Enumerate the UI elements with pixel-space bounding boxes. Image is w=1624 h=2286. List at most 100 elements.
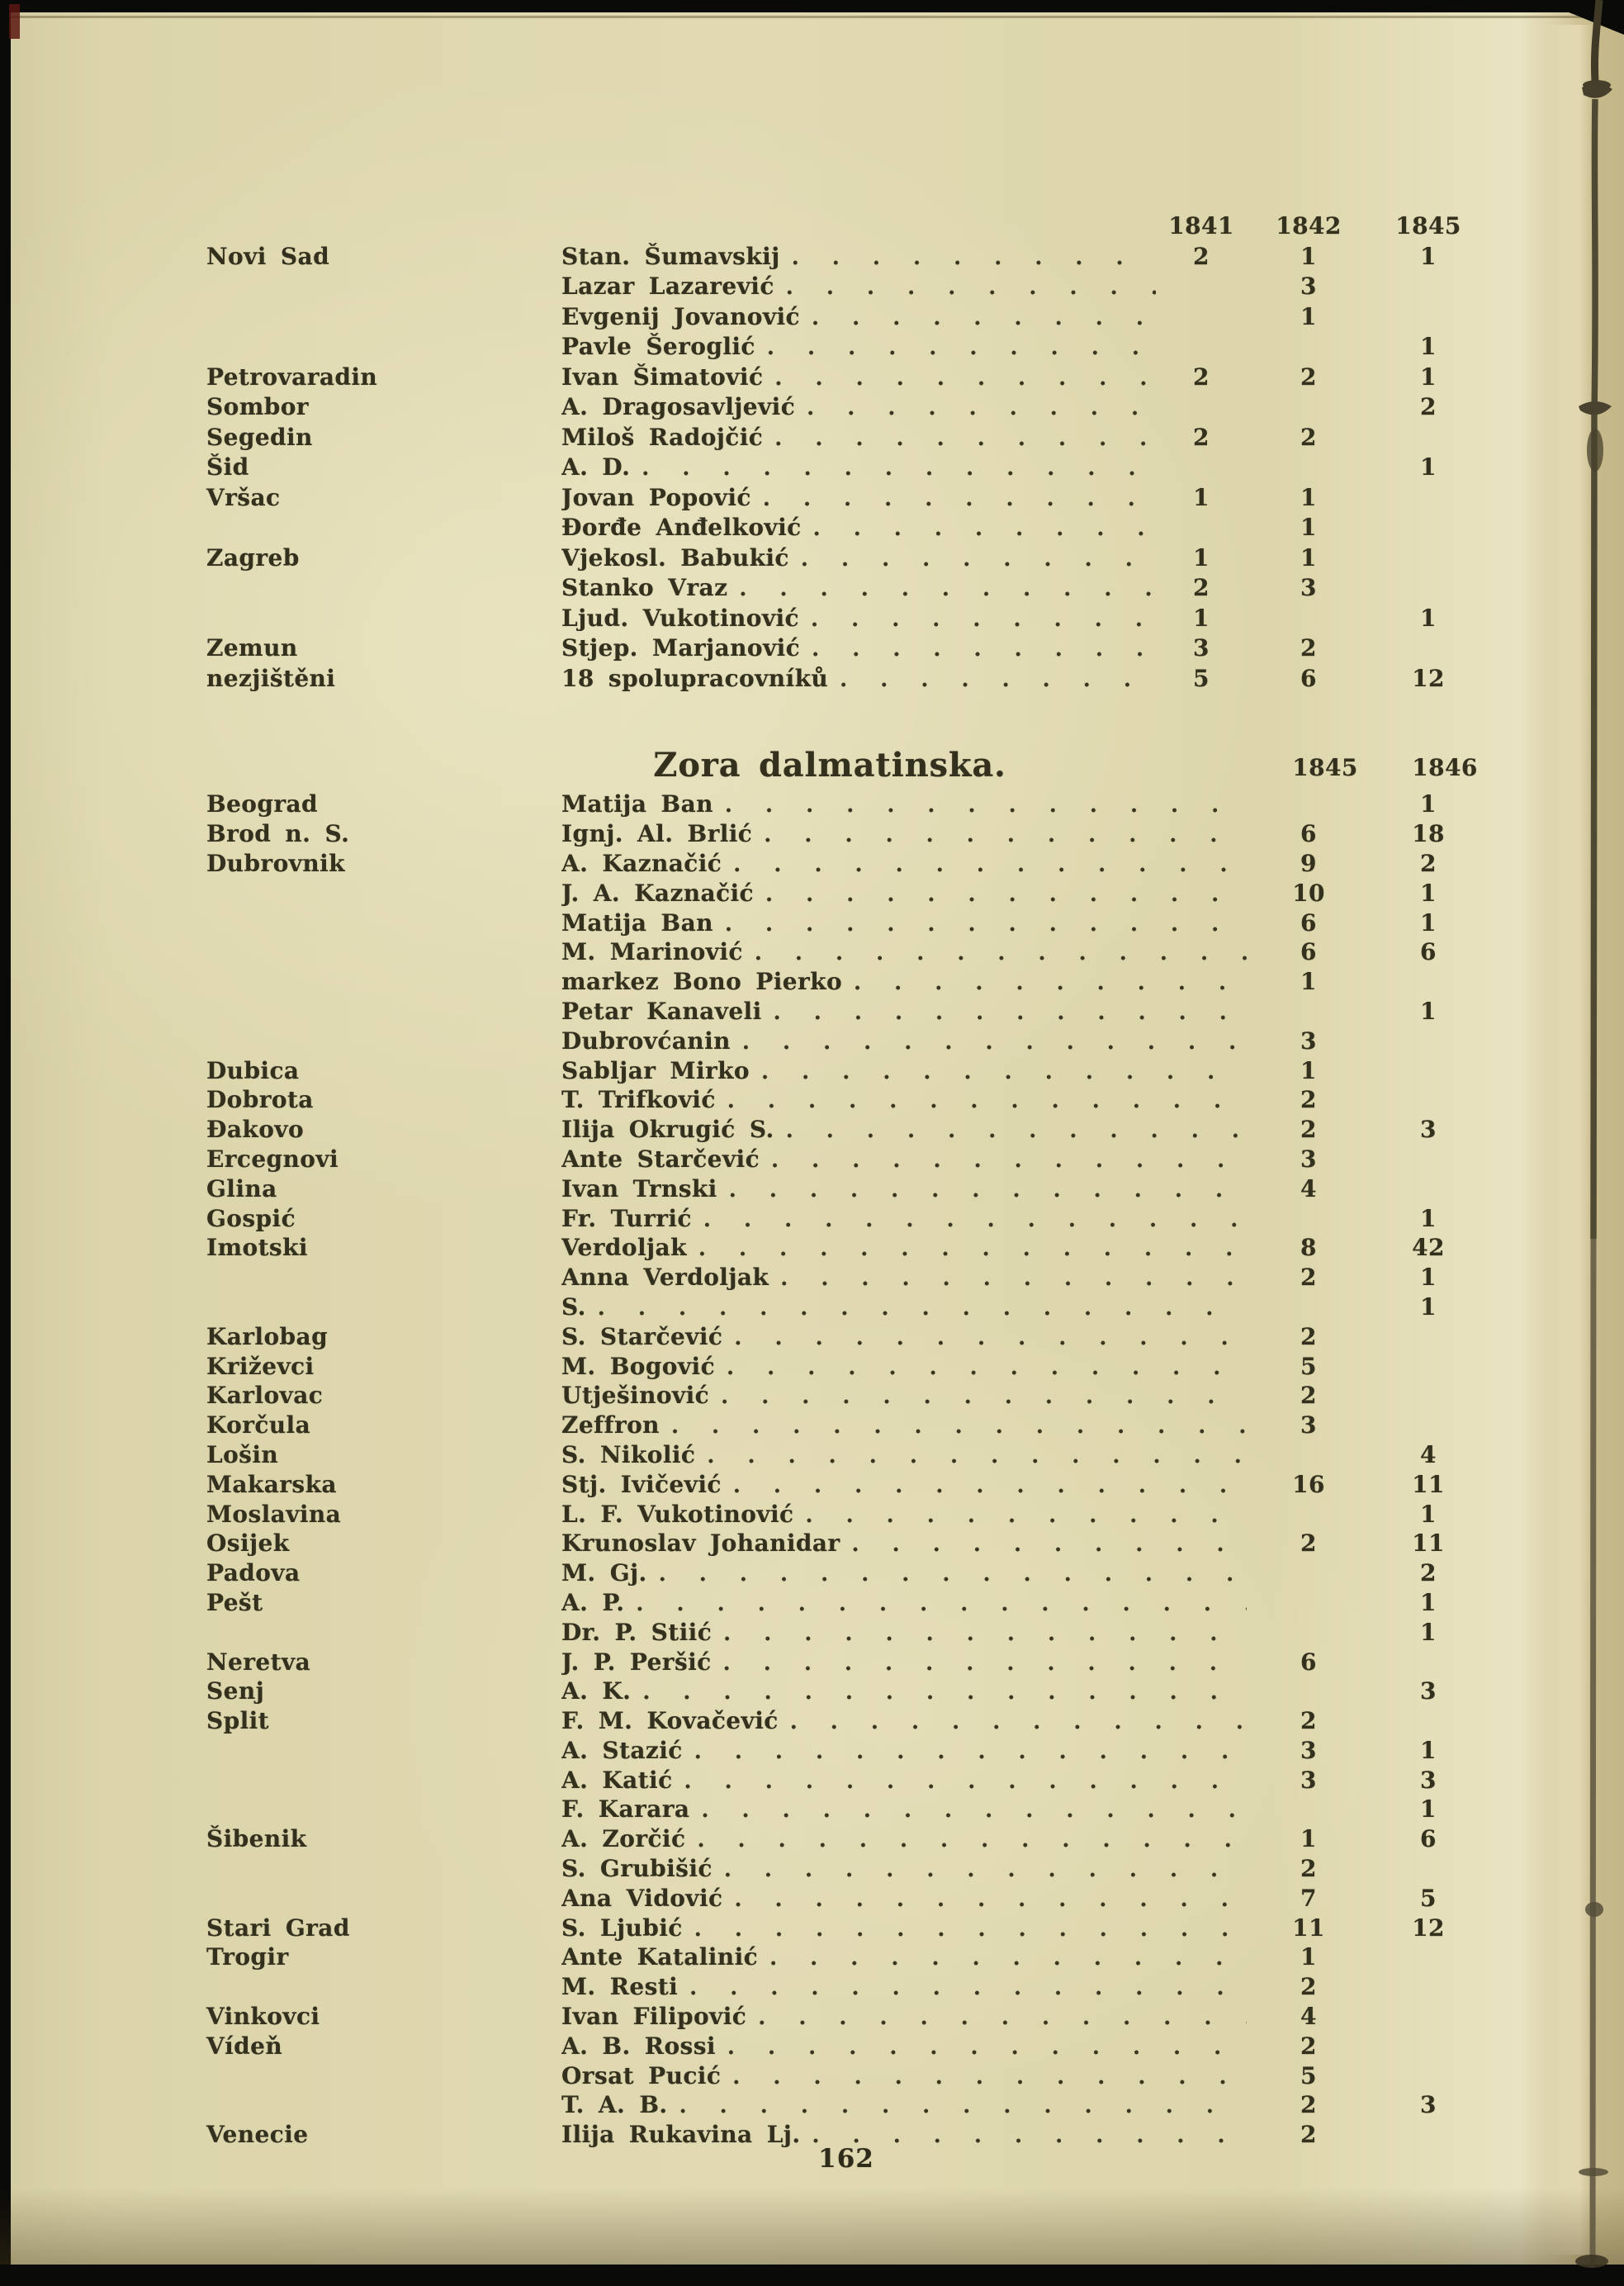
dot-leader	[673, 1769, 1247, 1794]
value-col-2: 3	[1420, 2091, 1437, 2119]
table-row: A. Katić 3 3	[206, 1765, 1486, 1795]
value-col-2: 1	[1420, 908, 1437, 937]
dot-leader	[758, 1946, 1247, 1971]
contributor-name: Verdoljak	[561, 1234, 687, 1262]
city-cell: Moslavina	[206, 1500, 342, 1528]
city-cell: Gospić	[206, 1204, 296, 1232]
value-col-1: 2	[1193, 242, 1210, 270]
city-cell: Šid	[206, 453, 249, 481]
dot-leader	[678, 1975, 1247, 2000]
value-col-2: 1	[1420, 879, 1437, 907]
name-cell: Zeffron	[561, 1411, 1247, 1439]
contributor-name: M. Resti	[561, 1973, 679, 2001]
name-cell: Dr. P. Stiić	[561, 1619, 1247, 1646]
table-row: M. Marinović 6 6	[206, 937, 1486, 967]
dot-leader	[755, 335, 1156, 360]
value-col-1: 3	[1193, 634, 1210, 662]
value-col-1: 2	[1300, 1973, 1317, 2001]
contributor-name: F. Karara	[561, 1795, 690, 1824]
table-row: Đakovo Ilija Okrugić S. 2 3	[206, 1115, 1486, 1145]
contributor-name: Ilija Okrugić S.	[561, 1116, 774, 1144]
contributor-name: J. A. Kaznačić	[561, 879, 755, 907]
value-col-2: 1	[1420, 1736, 1437, 1764]
contributor-name: M. Marinović	[561, 938, 743, 966]
table-row: Ercegnovi Ante Starčević 3	[206, 1145, 1486, 1174]
corner-red-mark	[9, 4, 20, 39]
value-col-2: 6	[1300, 664, 1317, 692]
value-col-1: 4	[1300, 2003, 1317, 2031]
contributor-name: Ivan Šimatović	[561, 363, 764, 391]
value-col-2: 1	[1420, 1588, 1437, 1616]
contributor-name: Ivan Trnski	[561, 1174, 717, 1202]
table-row: Karlovac Utješinović 2	[206, 1381, 1486, 1411]
table-row: markez Bono Pierko 1	[206, 967, 1486, 997]
page-bottom-shadow	[0, 2188, 1624, 2266]
city-cell: Split	[206, 1707, 270, 1735]
name-cell: M. Bogović	[561, 1353, 1247, 1380]
dot-leader	[743, 941, 1247, 965]
table-1-rows: Novi Sad Stan. Šumavskij 2 1 1 Lazar Laz…	[206, 241, 1486, 694]
name-cell: Đorđe Anđelković	[561, 514, 1156, 541]
city-cell: Zemun	[206, 634, 298, 662]
dot-leader	[793, 1503, 1247, 1528]
dot-leader	[840, 1532, 1247, 1557]
contributor-name: S. Grubišić	[561, 1855, 713, 1883]
name-cell: Orsat Pucić	[561, 2062, 1247, 2089]
name-cell: Stanko Vraz	[561, 574, 1156, 601]
contributor-name: Zeffron	[561, 1411, 660, 1439]
value-col-2: 3	[1300, 273, 1317, 301]
contributor-name: Ante Katalinić	[561, 1943, 759, 1971]
value-col-2: 2	[1300, 363, 1317, 391]
contributor-name: A. B. Rossi	[561, 2032, 716, 2060]
contributor-name: J. P. Peršić	[561, 1648, 712, 1676]
city-cell: Ercegnovi	[206, 1145, 339, 1173]
value-col-1: 2	[1300, 1382, 1317, 1410]
table-row: Matija Ban 6 1	[206, 908, 1486, 937]
city-cell: Neretva	[206, 1648, 311, 1676]
dot-leader	[800, 637, 1156, 662]
name-cell: A. K.	[561, 1677, 1247, 1705]
contributor-name: Ana Vidović	[561, 1884, 723, 1912]
table-row: Petrovaradin Ivan Šimatović 2 2 1	[206, 362, 1486, 392]
table-row: Zagreb Vjekosl. Babukić 1 1	[206, 543, 1486, 573]
name-cell: 18 spolupracovníků	[561, 665, 1156, 692]
value-col-1: 2	[1300, 1322, 1317, 1350]
table-row: Dobrota T. Trifković 2	[206, 1085, 1486, 1115]
dot-leader	[731, 1030, 1247, 1055]
value-col-2: 1	[1420, 1795, 1437, 1824]
city-cell: Osijek	[206, 1530, 290, 1558]
contributor-name: Stj. Ivičević	[561, 1470, 722, 1498]
city-cell: Segedin	[206, 423, 313, 451]
table-row: Đorđe Anđelković 1	[206, 513, 1486, 543]
name-cell: A. Kaznačić	[561, 850, 1247, 877]
name-cell: Ignj. Al. Brlić	[561, 820, 1247, 847]
city-cell: Korčula	[206, 1411, 311, 1439]
table-row: Split F. M. Kovačević 2	[206, 1706, 1486, 1736]
value-col-2: 1	[1300, 483, 1317, 511]
contributor-name: Krunoslav Johanidar	[561, 1530, 840, 1558]
dot-leader	[624, 1591, 1247, 1616]
value-col-1: 6	[1300, 1648, 1317, 1676]
contributor-name: Jovan Popović	[561, 483, 751, 511]
city-cell: Križevci	[206, 1352, 315, 1380]
city-cell: Đakovo	[206, 1116, 305, 1144]
dot-leader	[712, 1651, 1247, 1676]
year-header-1845: 1845	[1395, 212, 1461, 240]
contributor-name: A. Kaznačić	[561, 849, 722, 877]
name-cell: S. Starčević	[561, 1323, 1247, 1350]
contributor-name: Orsat Pucić	[561, 2061, 722, 2089]
table-row: Osijek Krunoslav Johanidar 2 11	[206, 1529, 1486, 1558]
name-cell: Verdoljak	[561, 1234, 1247, 1261]
name-cell: Stj. Ivičević	[561, 1471, 1247, 1498]
value-col-2: 3	[1420, 1116, 1437, 1144]
dot-leader	[713, 912, 1247, 937]
table-row: M. Resti 2	[206, 1972, 1486, 2002]
name-cell: Krunoslav Johanidar	[561, 1530, 1247, 1557]
name-cell: Ilija Okrugić S.	[561, 1116, 1247, 1143]
value-col-1: 2	[1300, 2091, 1317, 2119]
dot-leader	[721, 2065, 1247, 2089]
city-cell: Petrovaradin	[206, 363, 378, 391]
dot-leader	[795, 396, 1156, 420]
name-cell: Jovan Popović	[561, 484, 1156, 511]
contributor-name: A. Dragosavljević	[561, 393, 796, 421]
